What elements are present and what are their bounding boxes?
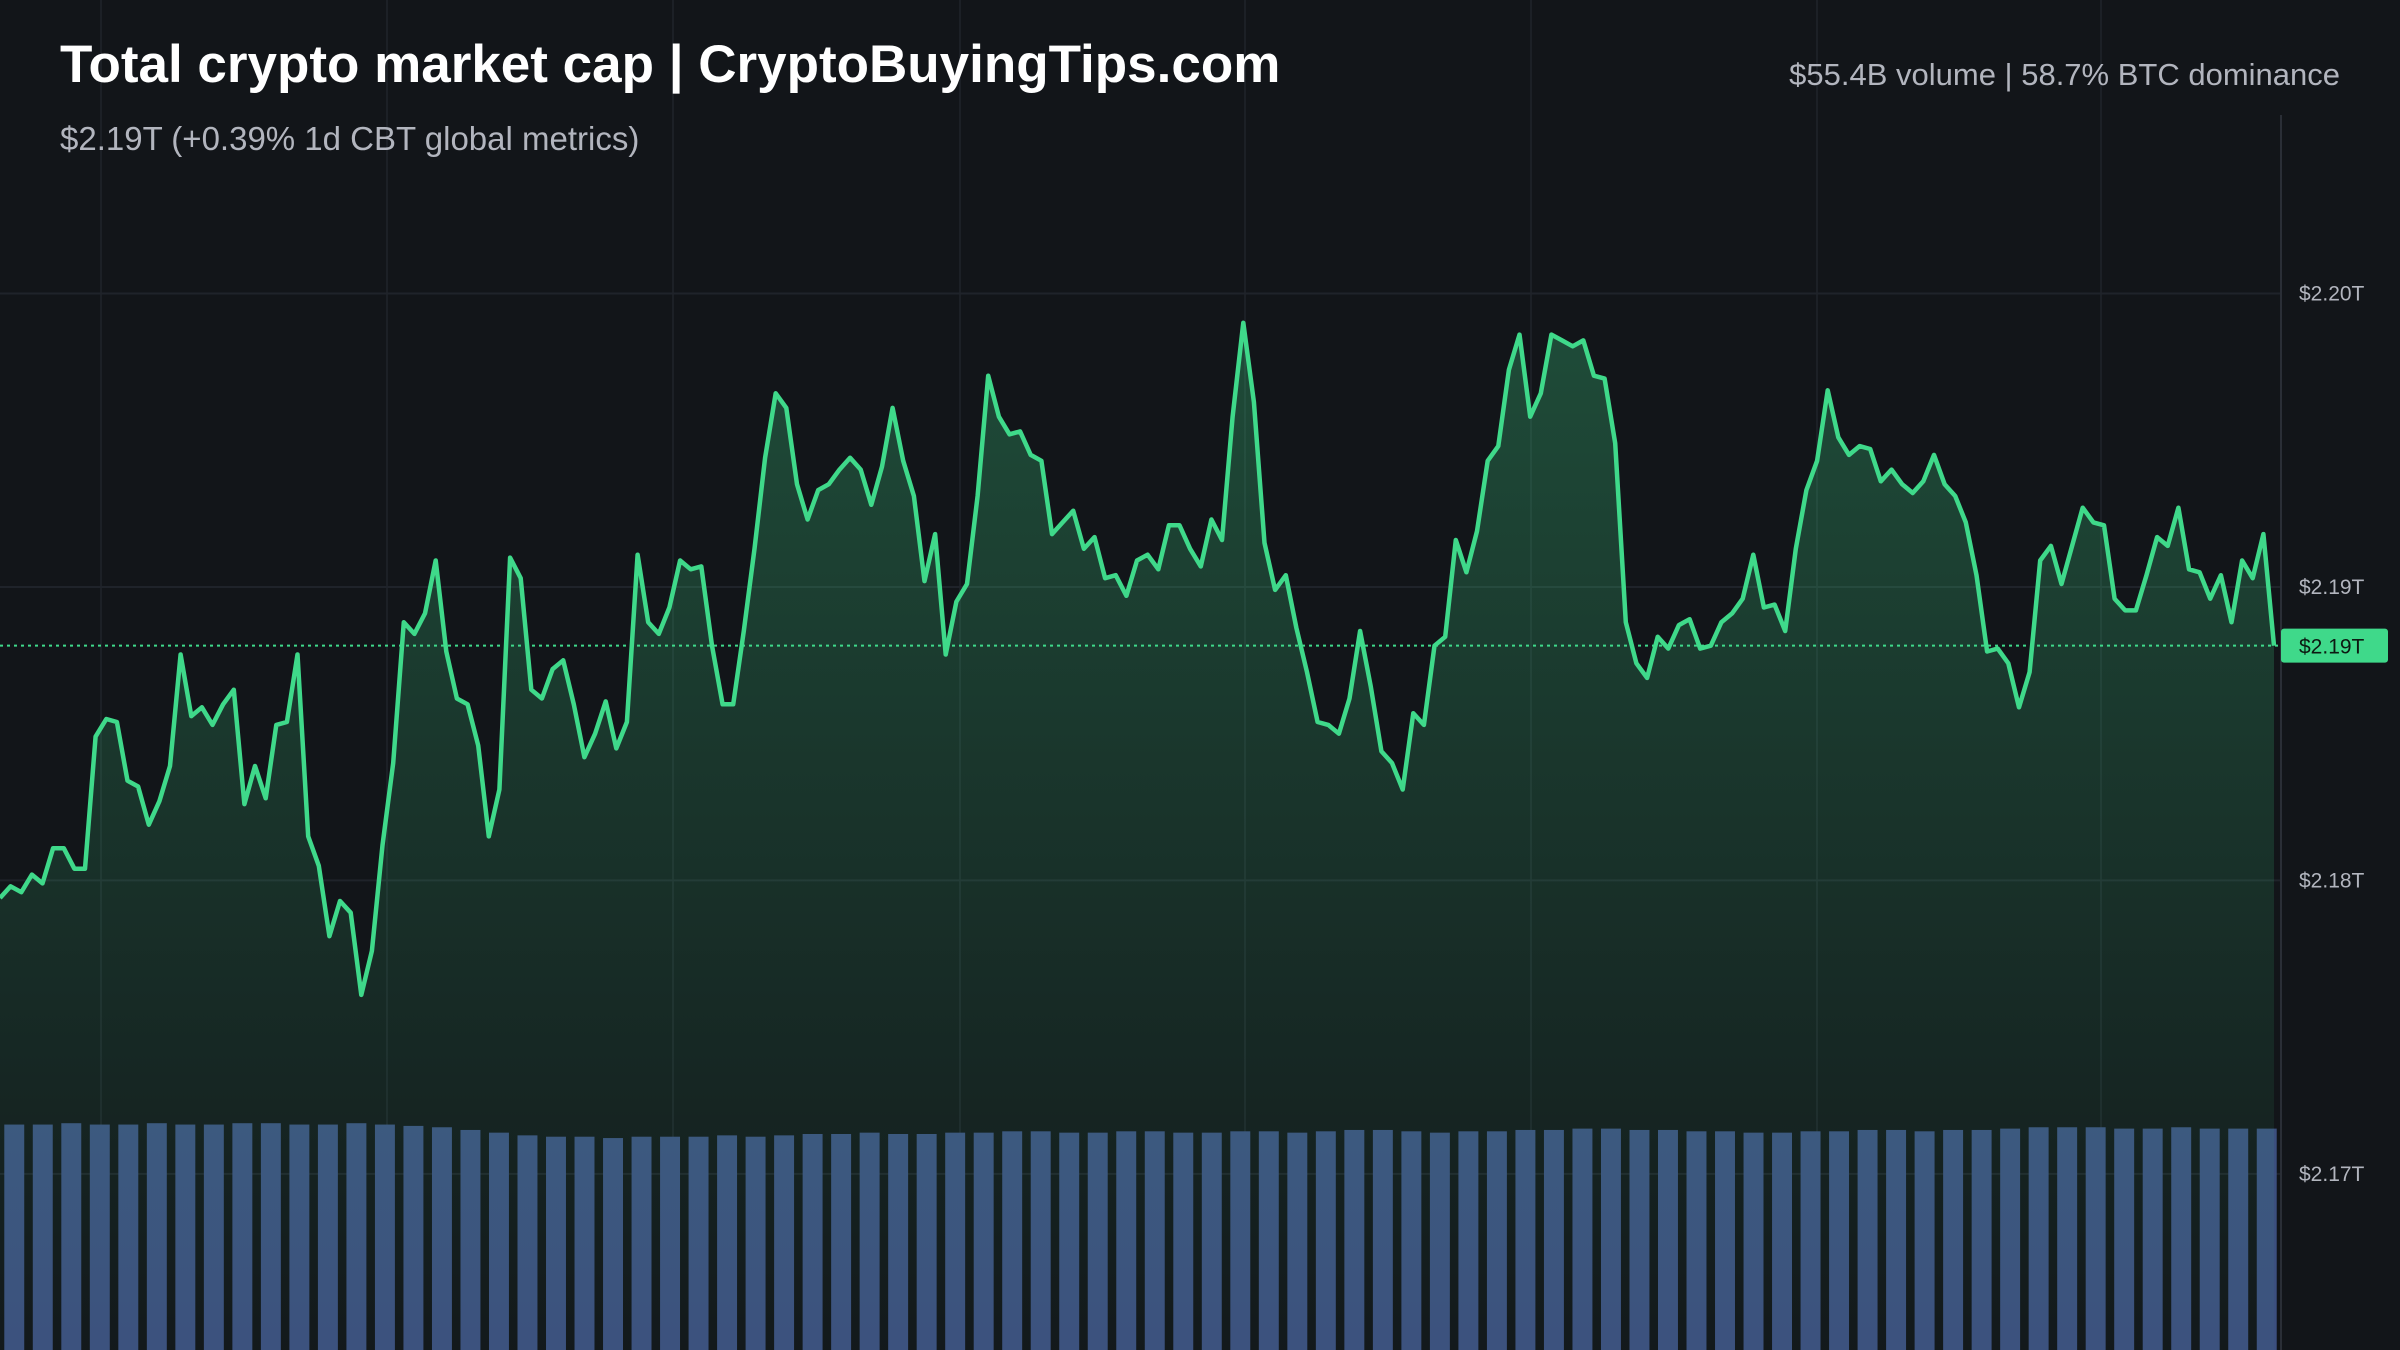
y-tick-label: $2.19T [2299,576,2365,599]
chart-subtitle: $2.19T (+0.39% 1d CBT global metrics) [60,120,639,157]
last-price-box [2281,628,2388,663]
y-tick-label: $2.20T [2299,282,2365,305]
y-tick-label: $2.18T [2299,869,2365,892]
market-stats: $55.4B volume | 58.7% BTC dominance [1789,57,2340,92]
area-fill [0,322,2274,1350]
last-price-label: $2.19T [2299,636,2365,659]
y-tick-label: $2.17T [2299,1163,2365,1186]
chart-title: Total crypto market cap | CryptoBuyingTi… [60,35,1280,95]
price-line [0,320,2277,998]
